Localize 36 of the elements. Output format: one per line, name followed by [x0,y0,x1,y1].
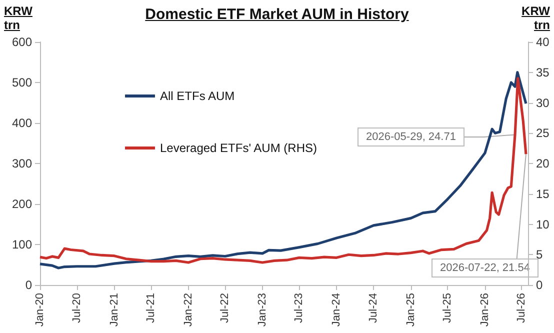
x-tick-label: Jul-20 [70,293,83,323]
y2-tick-label: 20 [536,156,550,170]
legend-label: All ETFs AUM [160,89,235,103]
annotation: 2026-05-29, 24.71 [366,131,456,143]
y2-tick-label: 40 [536,35,550,49]
x-tick-label: Jan-22 [182,293,194,327]
y2-tick-label: 5 [536,248,543,262]
x-tick-label: Jul-26 [516,293,528,323]
y2-tick-label: 15 [536,186,550,201]
x-tick-label: Jul-23 [293,293,306,323]
y-axis-title: KRW trn [4,4,34,32]
y-tick-label: 100 [12,238,32,252]
y-tick-label: 0 [25,278,32,292]
y2-tick-label: 10 [536,217,550,232]
legend-label: Leveraged ETFs' AUM (RHS) [160,141,318,155]
y2-tick-label: 25 [536,126,550,140]
y2-tick-label: 35 [536,65,550,80]
x-tick-label: Jan-24 [330,293,343,327]
x-tick-label: Jan-20 [34,293,46,327]
x-tick-label: Jan-25 [404,293,417,327]
y-tick-label: 600 [12,35,32,49]
y-tick-label: 400 [12,116,32,130]
y-tick-label: 300 [12,156,32,170]
x-tick-label: Jul-25 [442,293,454,323]
x-tick-label: Jul-21 [145,293,158,323]
y2-tick-label: 30 [536,96,550,110]
x-tick-label: Jul-24 [368,293,380,323]
x-tick-label: Jan-21 [108,293,120,327]
x-tick-label: Jul-22 [219,293,232,323]
y2-tick-label: 0 [536,278,543,292]
y-tick-label: 200 [12,197,32,211]
y2-axis-title: KRW trn [520,4,550,32]
x-tick-label: Jan-26 [478,293,491,327]
y-tick-label: 500 [12,76,32,90]
x-tick-label: Jan-23 [256,293,268,327]
chart-title: Domestic ETF Market AUM in History [145,6,409,23]
